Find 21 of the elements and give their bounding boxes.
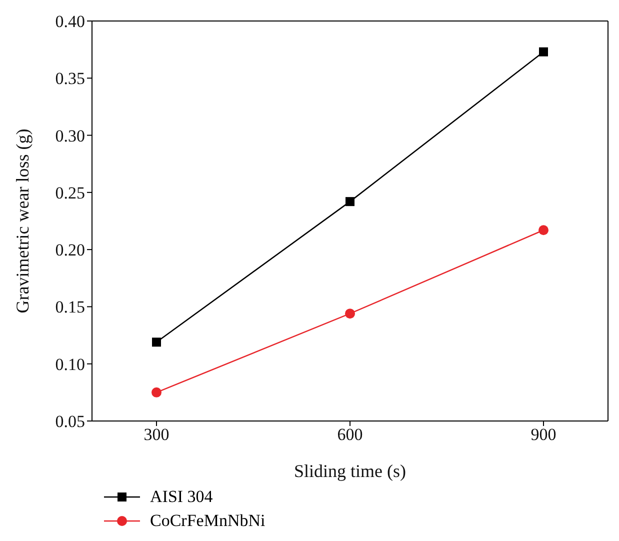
x-axis-title: Sliding time (s) — [294, 461, 406, 481]
point — [346, 197, 354, 206]
point — [538, 225, 548, 236]
legend-label: CoCrFeMnNbNi — [150, 511, 266, 531]
y-tick-label: 0.40 — [55, 12, 85, 32]
y-tick-label: 0.30 — [55, 126, 85, 146]
y-tick-label: 0.15 — [55, 298, 85, 317]
y-tick-label: 0.05 — [55, 412, 85, 432]
point — [152, 338, 161, 347]
y-tick-label: 0.35 — [55, 69, 85, 88]
point — [345, 308, 355, 319]
x-tick-label: 300 — [144, 425, 170, 444]
point — [539, 47, 548, 56]
point — [152, 387, 162, 398]
x-tick-label: 600 — [337, 425, 363, 444]
y-tick-label: 0.25 — [55, 183, 85, 202]
y-tick-label: 0.10 — [55, 354, 85, 374]
y-tick-label: 0.20 — [55, 240, 85, 260]
x-tick-label: 900 — [530, 425, 556, 444]
y-axis-title: Gravimetric wear loss (g) — [12, 128, 32, 314]
legend-label: AISI 304 — [150, 487, 213, 507]
